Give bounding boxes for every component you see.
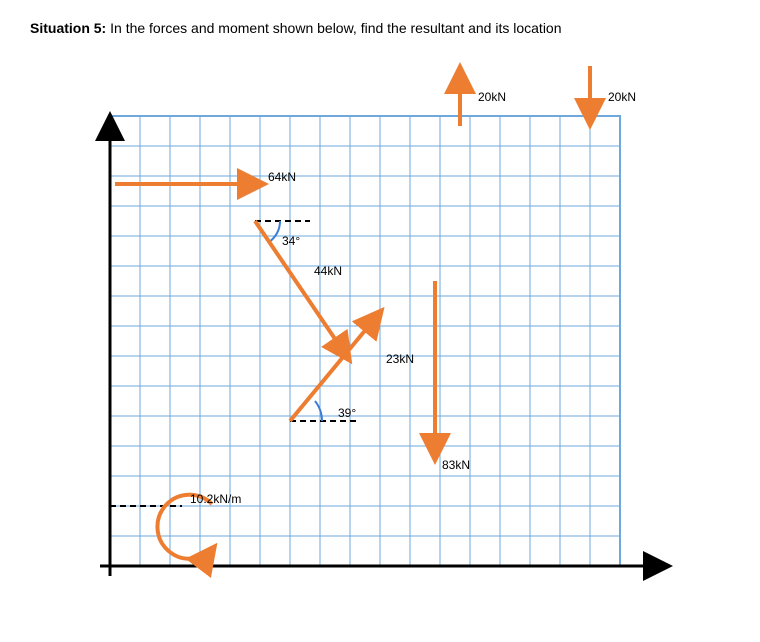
force-23kn [290,310,382,421]
label-20kn-down: 20kN [608,90,636,104]
diagram-svg [60,56,680,596]
label-23kn: 23kN [386,352,414,366]
page-title: Situation 5: In the forces and moment sh… [30,20,730,36]
label-angle-39: 39° [338,406,356,420]
label-20kn-up: 20kN [478,90,506,104]
angle-34 [269,221,280,242]
title-prefix: Situation 5: [30,20,106,36]
label-83kn: 83kN [442,458,470,472]
label-64kn: 64kN [268,170,296,184]
diagram-area: 64kN 34° 44kN 39° 23kN 83kN 20kN 20kN 10… [60,56,680,596]
title-rest: In the forces and moment shown below, fi… [106,20,561,36]
label-44kn: 44kN [314,264,342,278]
label-angle-34: 34° [282,234,300,248]
label-moment: 10.2kN/m [190,492,241,506]
angle-39 [315,401,322,421]
force-44kn [255,221,350,361]
